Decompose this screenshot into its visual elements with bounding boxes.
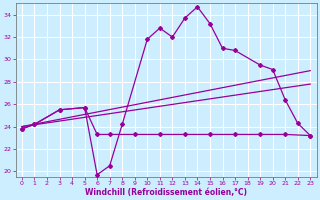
- X-axis label: Windchill (Refroidissement éolien,°C): Windchill (Refroidissement éolien,°C): [85, 188, 247, 197]
